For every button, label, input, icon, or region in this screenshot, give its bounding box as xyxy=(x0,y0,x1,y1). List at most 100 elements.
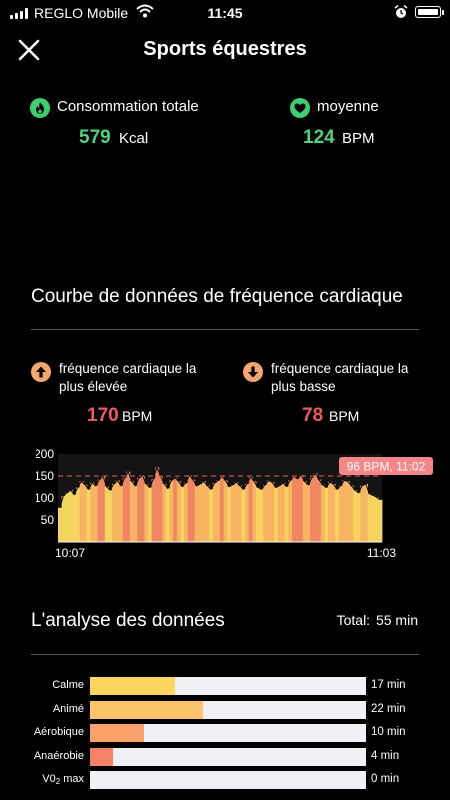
chart-bar xyxy=(126,471,131,542)
chart-bar xyxy=(108,490,113,542)
chart-bar xyxy=(270,482,275,542)
lowest-value: 78 xyxy=(302,405,324,426)
zone-bar-fill xyxy=(90,677,176,695)
chart-bar xyxy=(72,494,77,542)
arrow-down-icon xyxy=(243,362,263,382)
chart-bar xyxy=(241,489,246,542)
heart-rate-chart[interactable]: 50 100 150 200 96 BPM, 11:02 10:07 11:03 xyxy=(36,446,436,566)
zone-row: Animé 22 min xyxy=(0,700,450,719)
chart-bar xyxy=(166,488,170,542)
chart-tooltip-box xyxy=(339,457,433,475)
chart-bar xyxy=(263,484,268,542)
chart-y-tick-label: 200 xyxy=(36,447,54,461)
chart-bar xyxy=(266,480,271,542)
status-bar: REGLO Mobile 11:45 xyxy=(0,0,450,26)
chart-bar xyxy=(288,480,293,542)
highest-value: 170 xyxy=(87,405,119,426)
chart-bar xyxy=(277,485,282,542)
divider xyxy=(31,329,419,330)
chart-bar xyxy=(151,478,156,542)
chart-bar xyxy=(281,483,286,542)
zone-label: Calme xyxy=(52,679,84,691)
chart-bar xyxy=(187,475,192,542)
zone-row: Anaérobie 4 min xyxy=(0,747,450,766)
chart-bar xyxy=(169,480,174,542)
chart-bar xyxy=(112,483,116,542)
average-value: 124 xyxy=(303,127,335,148)
calories-label: Consommation totale xyxy=(57,98,199,115)
chart-bar xyxy=(252,481,257,542)
chart-bar xyxy=(230,484,235,542)
zone-value: 17 min xyxy=(371,679,406,691)
total-label: Total: xyxy=(336,612,371,628)
divider xyxy=(31,654,419,655)
zone-label: V02 max xyxy=(42,773,84,786)
chart-bar xyxy=(346,481,350,542)
chart-bar xyxy=(205,485,210,542)
chart-y-tick-label: 50 xyxy=(41,513,55,527)
chart-bar xyxy=(65,492,70,542)
chart-bar xyxy=(209,489,214,542)
average-label: moyenne xyxy=(317,98,379,115)
chart-bar xyxy=(144,483,149,542)
zone-bar-track xyxy=(90,771,366,789)
heart-icon xyxy=(290,98,310,118)
zone-bar-fill xyxy=(90,724,145,742)
zone-bar-fill xyxy=(90,700,204,719)
chart-bar xyxy=(342,480,347,542)
chart-x-end-label: 11:03 xyxy=(367,546,396,560)
chart-bar xyxy=(76,487,80,542)
calories-value: 579 xyxy=(79,127,111,148)
chart-bar xyxy=(137,477,142,542)
chart-bar xyxy=(371,495,376,542)
highest-label-line2: plus élevée xyxy=(59,379,128,394)
chart-bar xyxy=(191,479,196,542)
chart-bar xyxy=(259,489,264,542)
chart-bar xyxy=(58,507,62,542)
chart-bar xyxy=(216,480,221,542)
chart-bar xyxy=(328,482,332,542)
chart-bar xyxy=(349,485,354,542)
carrier-name: REGLO Mobile xyxy=(34,5,129,21)
chart-bar xyxy=(360,485,365,542)
chart-bar xyxy=(94,485,98,542)
chart-bar xyxy=(313,473,318,542)
chart-bar xyxy=(90,482,95,542)
zone-value: 10 min xyxy=(371,726,406,738)
chart-bar xyxy=(176,481,181,542)
analysis-total: Total: 55 min xyxy=(335,612,418,628)
chart-bar xyxy=(227,486,232,542)
chart-bar xyxy=(335,489,340,542)
chart-bar xyxy=(180,486,185,542)
chart-bar xyxy=(317,479,322,542)
zone-value: 22 min xyxy=(371,702,406,715)
chart-bar xyxy=(158,476,163,542)
chart-bar xyxy=(133,485,138,542)
zone-bar-track xyxy=(90,700,366,719)
zone-bar-track xyxy=(90,677,366,695)
chart-bar xyxy=(104,486,109,542)
zone-label: Aérobique xyxy=(33,726,84,738)
highest-unit: BPM xyxy=(122,408,153,424)
chart-bar xyxy=(310,477,314,542)
chart-bar xyxy=(97,479,102,542)
chart-series-line xyxy=(59,465,381,508)
zone-value: 4 min xyxy=(371,749,400,762)
chart-bar xyxy=(295,478,300,542)
lowest-label-line1: fréquence cardiaque la xyxy=(271,361,409,376)
chart-bar xyxy=(115,480,120,542)
zone-row: V02 max 0 min xyxy=(0,771,450,789)
chart-bar xyxy=(220,476,224,542)
chart-bar xyxy=(306,484,311,542)
chart-bar xyxy=(320,484,325,542)
lowest-label-line2: plus basse xyxy=(271,379,336,394)
close-button[interactable] xyxy=(18,39,40,61)
zone-row: Aérobique 10 min xyxy=(0,724,450,742)
chart-bar xyxy=(162,483,167,542)
chart-bar xyxy=(173,477,178,542)
chart-bar xyxy=(364,483,368,542)
chart-bar xyxy=(212,483,217,542)
analysis-section-title: L'analyse des données xyxy=(31,610,225,631)
zone-bar-track xyxy=(90,724,366,742)
zone-bar-fill xyxy=(90,747,113,766)
